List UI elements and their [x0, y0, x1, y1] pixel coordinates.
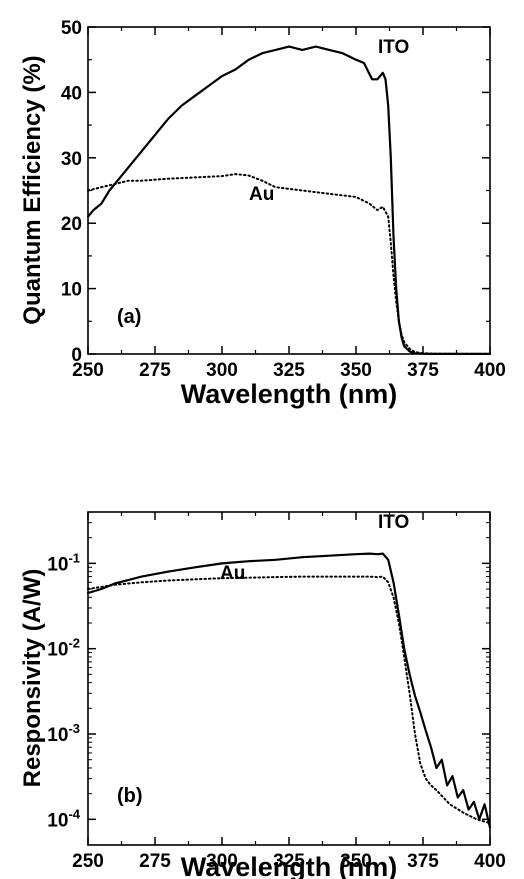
y-tick-label-a: 0: [71, 345, 82, 366]
x-tick-labels-b: 250 275 300 325 350 375 400: [72, 851, 506, 872]
x-tick-label-a: 275: [139, 360, 171, 381]
tick-group-b: [87, 511, 491, 845]
x-axis-title-a: Wavelength (nm): [181, 379, 398, 409]
tick-group-a: [87, 26, 491, 355]
x-tick-label-b: 275: [139, 851, 171, 872]
chart-panel-a: 250 275 300 325 350 375 400 0 10 20 30 40 50 Wavele…: [19, 18, 506, 409]
y-tick-label-a: 40: [61, 83, 82, 104]
y-tick-label-a: 20: [61, 214, 82, 235]
series-line-ito-b: [86, 552, 492, 829]
x-tick-label-b: 400: [474, 851, 506, 872]
series-label-au-a: Au: [249, 184, 274, 205]
y-tick-label-base-b: 10: [47, 725, 68, 746]
x-tick-label-a: 350: [340, 360, 372, 381]
y-tick-labels-a: 0 10 20 30 40 50: [61, 18, 82, 366]
series-line-au-a: [87, 173, 491, 355]
series-group-b: [86, 552, 492, 829]
x-tick-label-b: 250: [72, 851, 104, 872]
y-tick-label-base-b: 10: [47, 810, 68, 831]
y-axis-title-b: Responsivity (A/W): [19, 569, 46, 788]
y-tick-label-a: 50: [61, 18, 82, 39]
panel-label-b: (b): [117, 785, 143, 807]
series-label-au-b: Au: [220, 563, 245, 584]
y-tick-label-base-b: 10: [47, 640, 68, 661]
x-tick-label-a: 250: [72, 360, 104, 381]
plot-area-frame-a: [87, 26, 491, 355]
x-tick-label-b: 300: [206, 851, 238, 872]
x-tick-label-b: 350: [340, 851, 372, 872]
y-tick-label-base-b: 10: [47, 554, 68, 575]
x-tick-label-a: 325: [273, 360, 305, 381]
x-tick-label-b: 325: [273, 851, 305, 872]
x-tick-label-a: 375: [407, 360, 439, 381]
plot-area-frame-b: [87, 511, 491, 846]
y-tick-label-a: 30: [61, 149, 82, 170]
x-axis-title-b: Wavelength (nm): [181, 852, 398, 879]
y-tick-label-b: 10-4: [47, 806, 80, 831]
series-label-ito-a: ITO: [378, 37, 409, 58]
panel-label-a: (a): [117, 306, 141, 328]
x-tick-label-a: 400: [474, 360, 506, 381]
series-line-ito-a: [86, 45, 492, 355]
x-tick-label-b: 375: [407, 851, 439, 872]
x-tick-labels-a: 250 275 300 325 350 375 400: [72, 360, 506, 381]
y-tick-label-exp-b: -1: [68, 550, 80, 565]
x-tick-label-a: 300: [206, 360, 238, 381]
y-tick-label-b: 10-2: [47, 636, 80, 661]
series-group-a: [86, 45, 492, 355]
y-tick-label-exp-b: -4: [68, 806, 80, 821]
series-line-au-b: [87, 575, 491, 825]
y-tick-labels-b: 10-410-310-210-1: [47, 550, 80, 831]
y-tick-label-b: 10-1: [47, 550, 80, 575]
y-tick-label-b: 10-3: [47, 721, 80, 746]
y-axis-title-a: Quantum Efficiency (%): [19, 55, 46, 324]
chart-panel-b: 250 275 300 325 350 375 400 10-410-310-210-1 W…: [19, 511, 506, 879]
y-tick-label-a: 10: [61, 280, 82, 301]
y-tick-label-exp-b: -2: [68, 636, 80, 651]
series-label-ito-b: ITO: [378, 512, 409, 533]
y-tick-label-exp-b: -3: [68, 721, 80, 736]
